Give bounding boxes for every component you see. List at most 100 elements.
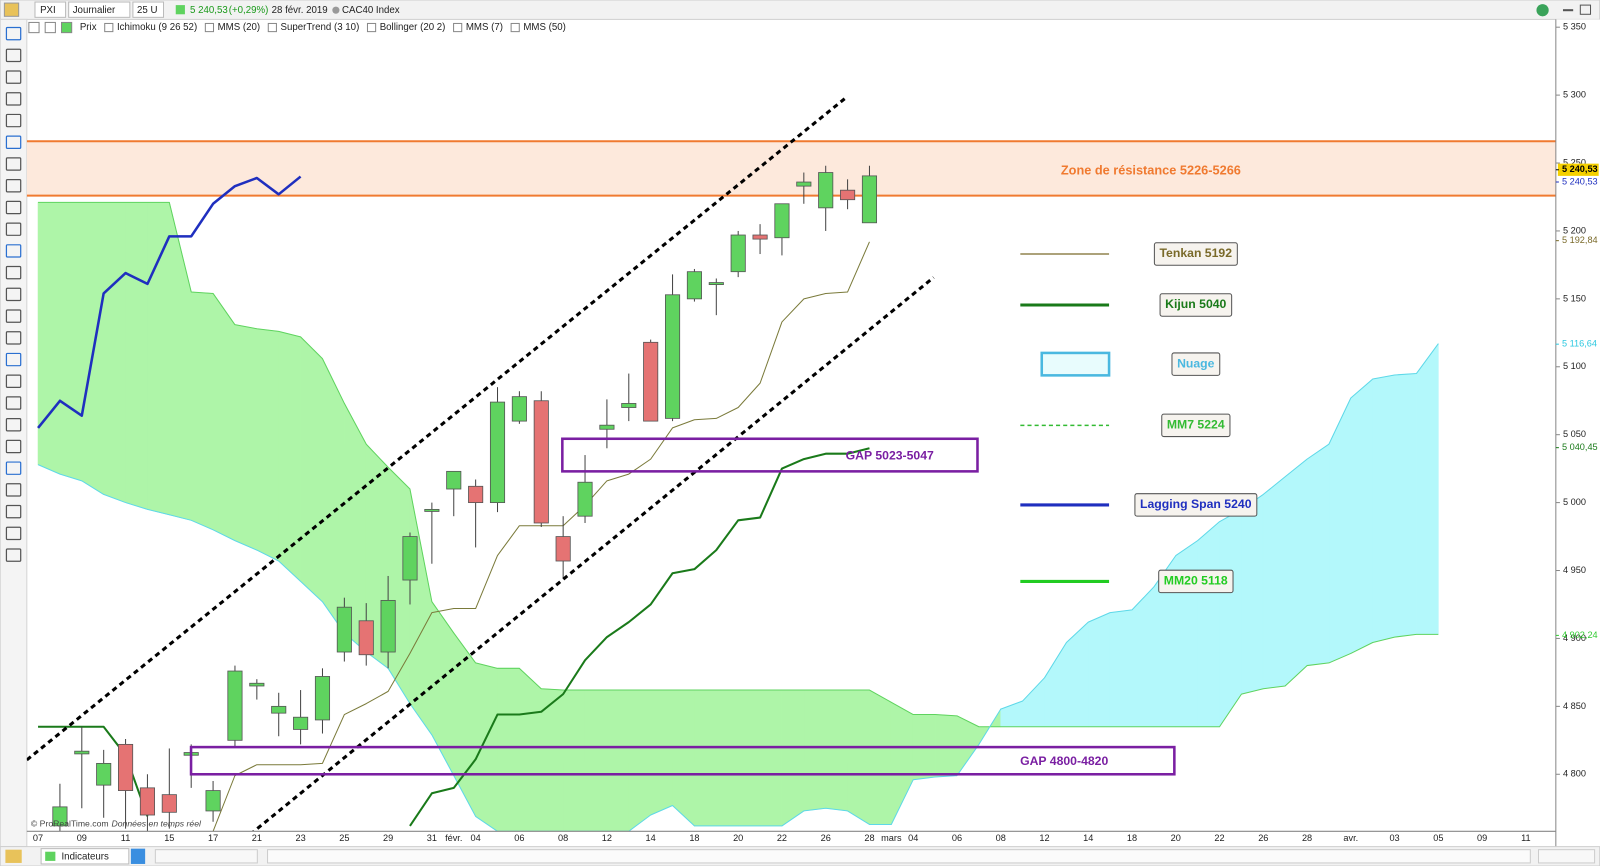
candle-body (293, 716, 309, 730)
tool-icon[interactable] (5, 200, 22, 215)
zone-label: Zone de résistance 5226-5266 (1061, 163, 1241, 178)
indicator-label[interactable]: Bollinger (20 2) (380, 22, 446, 33)
y-tick-label: 5 050 (1563, 429, 1586, 439)
tool-icon[interactable] (5, 396, 22, 410)
legend-label: Nuage (1177, 356, 1215, 370)
tool-icon[interactable] (5, 331, 22, 345)
x-tick-label: 12 (1039, 833, 1049, 843)
candle-body (205, 790, 221, 812)
cloud-fill (387, 466, 411, 705)
candle-body (818, 172, 834, 209)
tool-icon[interactable] (5, 287, 22, 302)
price-icon (175, 5, 185, 15)
tool-icon[interactable] (5, 135, 22, 150)
cloud-fill (1175, 540, 1198, 728)
tool-icon[interactable] (5, 92, 22, 106)
legend-label: Tenkan 5192 (1159, 246, 1232, 260)
tool-icon[interactable] (5, 265, 22, 280)
tool-icon[interactable] (5, 418, 22, 432)
minimize-button[interactable] (1562, 9, 1574, 12)
y-tick-label: 4 800 (1563, 769, 1586, 779)
candle-body (621, 403, 637, 408)
indicator-checkbox[interactable] (104, 22, 114, 33)
tool-icon[interactable] (5, 222, 22, 236)
maximize-button[interactable] (1579, 4, 1592, 15)
left-toolbar-bg (0, 18, 28, 848)
indicator-label[interactable]: Prix (80, 22, 97, 33)
cloud-fill (694, 689, 717, 827)
tool-icon[interactable] (5, 439, 22, 454)
indicator-label[interactable]: Ichimoku (9 26 52) (117, 22, 197, 33)
indicator-checkbox[interactable] (453, 22, 463, 33)
x-tick-label: 22 (777, 833, 787, 843)
cloud-fill (1197, 520, 1220, 728)
tool-icon[interactable] (5, 352, 22, 367)
tool-icon[interactable] (5, 48, 22, 63)
indicator-checkbox[interactable] (267, 22, 277, 33)
tool-icon[interactable] (5, 548, 22, 562)
cloud-fill (278, 331, 301, 583)
cloud-fill (300, 336, 323, 603)
period-dropdown[interactable] (68, 1, 131, 18)
indicator-label[interactable]: SuperTrend (3 10) (281, 22, 360, 33)
tool-icon[interactable] (5, 526, 22, 541)
cloud-fill (869, 689, 892, 825)
tool-icon[interactable] (5, 113, 22, 128)
indicator-icon[interactable] (44, 21, 56, 34)
annotations: GAP 5023-5047 GAP 4800-4820 Zone de résist… (189, 163, 1258, 776)
status-dot (332, 6, 340, 14)
indicator-icon[interactable] (28, 21, 40, 34)
indicators-button-label[interactable]: Indicateurs (62, 851, 110, 862)
indicators-button[interactable] (40, 848, 130, 865)
x-tick-label: 14 (1083, 833, 1093, 843)
indicator-label[interactable]: MMS (7) (466, 22, 503, 33)
tool-icon[interactable] (5, 70, 22, 84)
app-icon[interactable] (3, 2, 20, 17)
x-tick-label: 07 (33, 833, 43, 843)
indicator-checkbox[interactable] (366, 22, 377, 33)
units[interactable]: 25 U (137, 5, 157, 16)
indicator-checkbox[interactable] (510, 22, 520, 33)
candle-body (358, 620, 374, 656)
y-tick-label: 5 000 (1563, 497, 1586, 507)
symbol[interactable]: PXI (40, 5, 56, 16)
x-tick-label: 31 (427, 833, 437, 843)
indicator-label[interactable]: MMS (50) (523, 22, 566, 33)
cloud-fill (103, 202, 126, 504)
tool-icon[interactable] (5, 461, 22, 475)
indicator-icon[interactable] (60, 21, 73, 34)
candle-body (774, 203, 790, 239)
legend-label-box (1161, 413, 1231, 438)
draw-tool[interactable] (5, 849, 22, 863)
tool-icon[interactable] (5, 309, 22, 323)
indicator-label[interactable]: MMS (20) (218, 22, 261, 33)
refresh-button[interactable] (1536, 4, 1549, 17)
tool-icon[interactable] (5, 504, 22, 519)
legend-label: Kijun 5040 (1165, 297, 1226, 311)
candle-body (840, 189, 856, 201)
cloud-fill (212, 292, 236, 542)
tool-icon[interactable] (5, 157, 22, 171)
candle-body (555, 536, 571, 562)
share-button[interactable] (130, 848, 146, 864)
scrollbar[interactable] (267, 849, 1531, 864)
candle-body (708, 282, 724, 286)
units-dropdown[interactable] (132, 1, 165, 18)
tool-icon[interactable] (5, 244, 22, 258)
zoom-controls[interactable] (1537, 849, 1596, 864)
tool-icon[interactable] (5, 179, 22, 193)
cloud-fill (934, 714, 958, 778)
tool-strip[interactable] (154, 849, 258, 864)
tool-icon[interactable] (5, 483, 22, 497)
indicator-checkbox[interactable] (204, 22, 215, 33)
tool-icon[interactable] (5, 374, 22, 389)
y-tick-label: 5 150 (1563, 293, 1586, 303)
period[interactable]: Journalier (73, 5, 116, 16)
cloud-fill (562, 689, 586, 832)
span-b-line (37, 343, 1439, 832)
symbol-dropdown[interactable] (34, 1, 67, 18)
candle-body (861, 175, 878, 224)
tool-icon[interactable] (5, 26, 22, 41)
x-tick-label: 05 (1433, 833, 1443, 843)
